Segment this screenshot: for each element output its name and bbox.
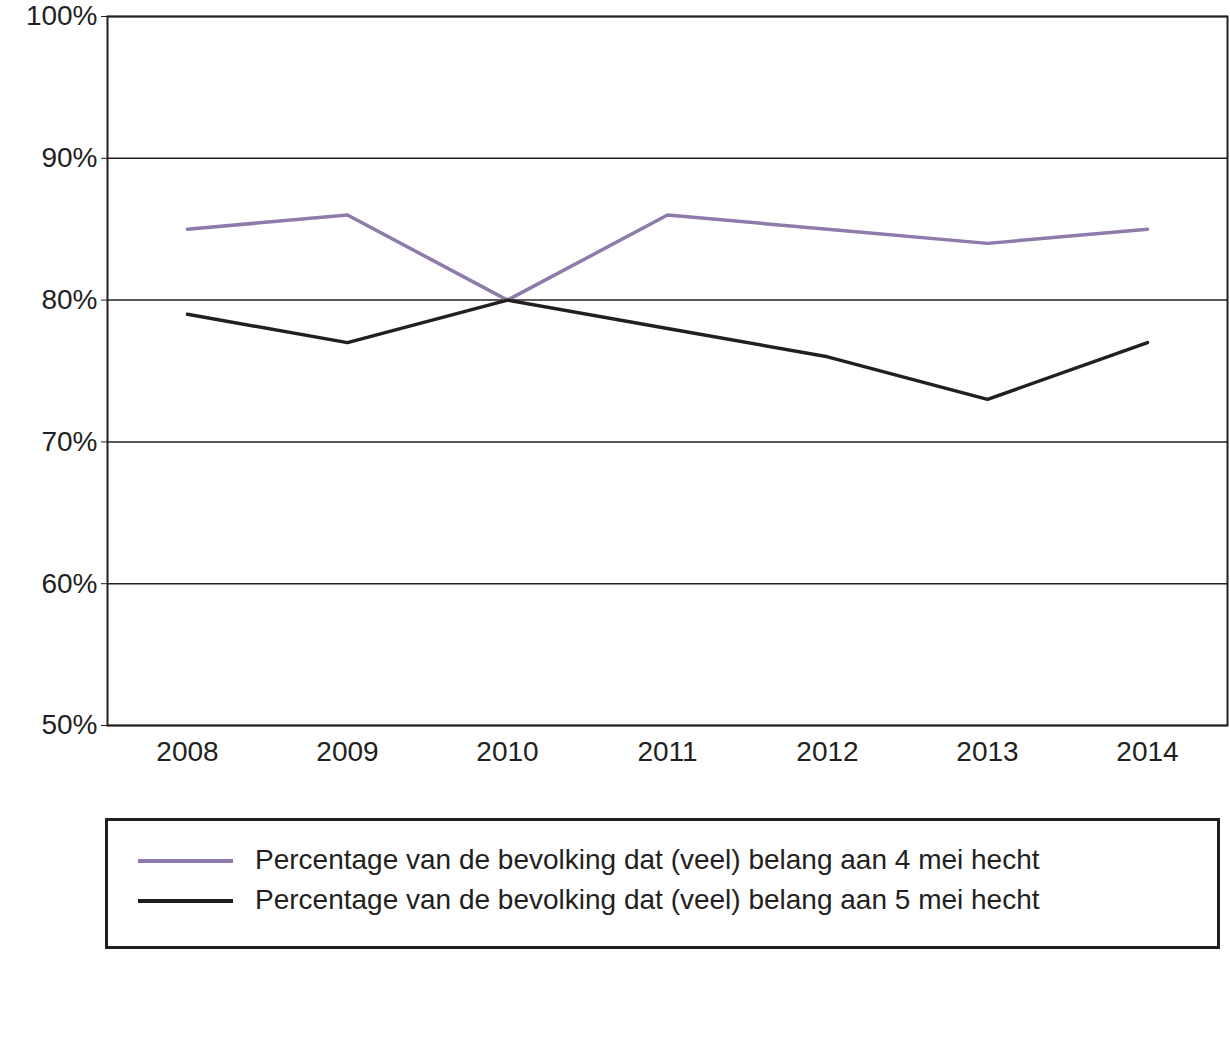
svg-text:100%: 100% [26,0,98,31]
svg-text:2011: 2011 [637,736,697,767]
svg-text:60%: 60% [41,568,97,599]
svg-text:70%: 70% [41,426,97,457]
svg-text:2010: 2010 [476,736,538,767]
svg-text:90%: 90% [41,142,97,173]
svg-text:2012: 2012 [796,736,858,767]
svg-text:2013: 2013 [956,736,1018,767]
html-text:Percentage van de bevolking da: Percentage van de bevolking dat (veel) b… [255,883,1040,915]
svg-text:2008: 2008 [156,736,218,767]
html-text:Percentage van de bevolking da: Percentage van de bevolking dat (veel) b… [255,844,1040,875]
svg-text:80%: 80% [41,284,97,315]
svg-text:50%: 50% [41,709,97,740]
svg-text:2009: 2009 [316,736,378,767]
svg-text:2014: 2014 [1116,736,1178,767]
